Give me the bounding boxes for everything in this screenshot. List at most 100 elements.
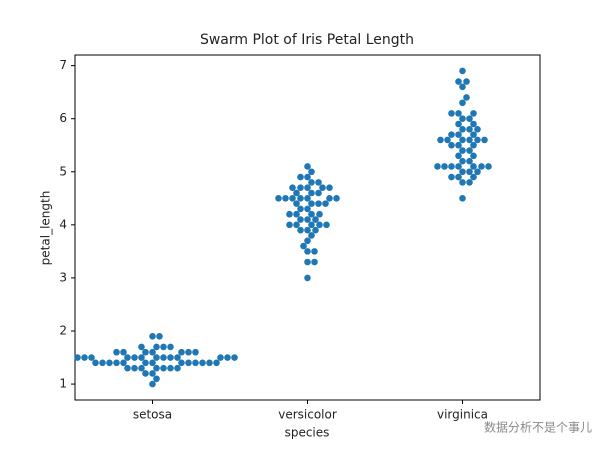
swarm-point: [131, 354, 138, 361]
swarm-point: [224, 354, 231, 361]
swarm-point: [293, 221, 300, 229]
swarm-point: [319, 184, 326, 191]
swarm-point: [459, 157, 466, 165]
y-tick-label: 4: [59, 217, 67, 231]
swarm-point: [474, 136, 481, 144]
swarm-point: [470, 110, 477, 117]
swarm-point: [142, 348, 149, 356]
swarm-point: [113, 359, 120, 367]
swarm-point: [459, 136, 466, 144]
y-axis-label: petal_length: [39, 191, 53, 266]
watermark: 数据分析不是个事儿: [484, 420, 592, 435]
swarm-point: [160, 364, 167, 372]
swarm-point: [149, 333, 156, 340]
y-tick-label: 6: [59, 111, 67, 125]
swarm-point: [316, 210, 323, 218]
swarm-point: [444, 136, 451, 144]
swarm-point: [470, 173, 477, 181]
swarm-point: [470, 131, 477, 138]
swarm-point: [312, 216, 319, 223]
swarm-point: [178, 359, 185, 367]
swarm-point: [466, 136, 473, 144]
y-tick-label: 5: [59, 164, 67, 178]
swarm-point: [455, 110, 462, 117]
y-tick-label: 3: [59, 270, 67, 284]
y-tick-label: 2: [59, 324, 67, 338]
swarm-point: [470, 152, 477, 160]
swarm-point: [174, 354, 181, 361]
x-tick-label: virginica: [437, 408, 488, 422]
swarm-point: [156, 333, 163, 340]
swarm-point: [304, 216, 311, 223]
swarm-point: [289, 195, 296, 202]
swarm-point: [448, 173, 455, 181]
swarm-point: [308, 168, 315, 176]
swarm-point: [149, 348, 156, 356]
swarm-point: [185, 348, 192, 356]
y-tick-label: 1: [59, 377, 67, 391]
swarm-point: [470, 120, 477, 128]
swarm-point: [149, 380, 156, 388]
swarm-point: [455, 173, 462, 181]
swarm-point: [74, 354, 81, 361]
swarm-point: [304, 173, 311, 181]
swarm-point: [308, 232, 315, 239]
swarm-point: [455, 152, 462, 160]
swarm-point: [466, 157, 473, 165]
swarm-point: [459, 195, 466, 202]
swarm-point: [441, 163, 448, 170]
swarm-point: [316, 221, 323, 229]
swarm-point: [485, 163, 492, 170]
swarm-point: [282, 195, 289, 202]
swarm-point: [99, 359, 106, 367]
swarm-point: [466, 179, 473, 186]
x-axis-label: species: [285, 426, 330, 440]
swarm-point: [297, 195, 304, 202]
swarm-point: [138, 343, 145, 351]
swarm-point: [315, 200, 322, 207]
swarm-point: [478, 163, 485, 170]
swarm-point: [333, 195, 340, 202]
swarm-point: [88, 354, 95, 361]
y-tick-label: 7: [59, 58, 67, 72]
swarm-point: [178, 348, 185, 356]
swarm-point: [481, 136, 488, 144]
swarm-point: [174, 364, 181, 372]
swarm-point: [304, 258, 311, 266]
swarm-point: [304, 237, 311, 245]
swarm-point: [167, 364, 174, 372]
swarm-point: [293, 189, 300, 197]
swarm-point: [448, 131, 455, 138]
swarm-point: [455, 78, 462, 85]
swarm-point: [153, 354, 160, 361]
swarm-point: [326, 184, 333, 191]
swarm-point: [153, 375, 160, 383]
swarm-point: [455, 120, 462, 128]
swarm-point: [304, 226, 311, 234]
swarm-point: [326, 195, 333, 202]
swarm-point: [297, 226, 304, 234]
swarm-point: [297, 184, 304, 191]
swarm-point: [459, 179, 466, 186]
x-tick-label: setosa: [133, 408, 172, 422]
swarm-point: [293, 200, 300, 207]
swarm-point: [153, 364, 160, 372]
swarm-point: [217, 354, 224, 361]
swarm-point: [304, 195, 311, 202]
swarm-point: [231, 354, 238, 361]
swarm-point: [192, 359, 199, 367]
swarm-point: [131, 364, 138, 372]
swarm-point: [308, 210, 315, 218]
swarm-point: [167, 343, 174, 351]
swarm-point: [304, 205, 311, 213]
swarm-point: [434, 163, 441, 170]
swarm-point: [199, 359, 206, 367]
swarm-point: [308, 189, 315, 197]
swarm-point: [149, 359, 156, 367]
swarm-point: [459, 83, 466, 91]
swarm-point: [142, 359, 149, 367]
swarm-point: [312, 226, 319, 234]
swarm-point: [138, 354, 145, 361]
swarm-point: [466, 126, 473, 133]
swarm-point: [304, 274, 311, 282]
